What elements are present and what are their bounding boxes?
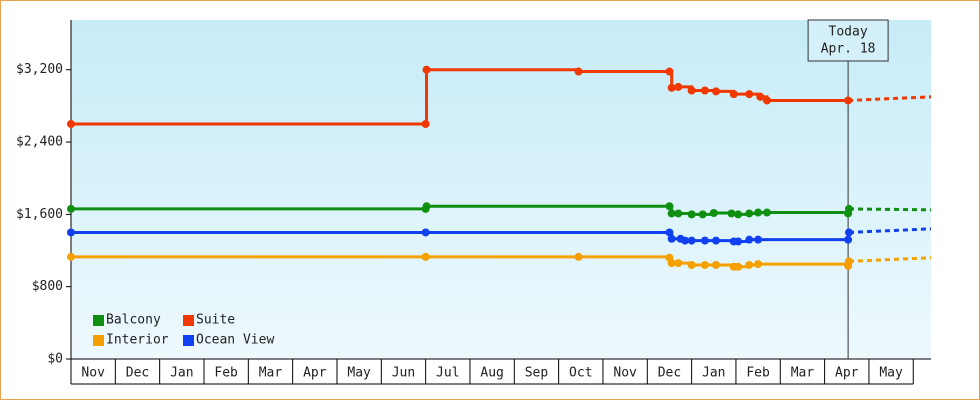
price-point [421, 252, 430, 261]
x-tick-label: Apr [835, 366, 859, 381]
price-point [667, 83, 676, 92]
price-point [67, 252, 75, 261]
plot-area [71, 20, 931, 359]
legend-label: Balcony [106, 313, 161, 328]
price-point [754, 235, 763, 244]
projection-line [848, 256, 932, 263]
y-tick-label: $2,400 [16, 135, 63, 150]
legend-label: Ocean View [196, 333, 274, 348]
x-tick-label: Nov [613, 366, 637, 381]
price-point [67, 228, 75, 237]
x-tick-label: Feb [214, 366, 238, 381]
x-tick-label: Jan [170, 366, 193, 381]
y-tick-label: $0 [47, 352, 63, 367]
x-tick-label: Feb [746, 366, 770, 381]
x-tick-label: Mar [791, 366, 815, 381]
legend-label: Suite [196, 313, 235, 328]
price-point [665, 228, 674, 237]
price-point [422, 202, 431, 211]
price-point [754, 260, 763, 269]
legend-swatch [183, 335, 194, 346]
price-point [756, 92, 765, 101]
price-point [712, 87, 720, 96]
x-tick-label: Jun [392, 366, 415, 381]
price-point [844, 204, 853, 213]
x-tick-label: Sep [525, 366, 549, 381]
price-point [712, 236, 720, 245]
price-point [745, 235, 754, 244]
price-point [844, 228, 853, 237]
price-point [727, 209, 736, 218]
price-point [667, 209, 676, 218]
x-tick-label: May [879, 366, 903, 381]
price-point [574, 67, 583, 76]
price-point [709, 209, 718, 218]
price-point [844, 96, 853, 105]
legend-swatch [93, 315, 104, 326]
legend-swatch [93, 335, 104, 346]
today-label: Today [829, 25, 868, 40]
price-point [67, 119, 75, 128]
y-tick-label: $800 [32, 279, 63, 294]
x-tick-label: Dec [126, 366, 149, 381]
projection-line [848, 207, 932, 212]
price-point [421, 228, 430, 237]
y-tick-label: $3,200 [16, 62, 63, 77]
x-tick-label: Mar [259, 366, 283, 381]
price-point [745, 260, 754, 269]
price-point [762, 96, 771, 105]
x-tick-label: Aug [480, 366, 503, 381]
price-point [665, 202, 674, 211]
price-point [729, 90, 738, 99]
price-point [687, 210, 696, 219]
price-point [700, 236, 709, 245]
price-point [667, 234, 676, 243]
price-point [734, 237, 743, 246]
price-point [687, 236, 696, 245]
price-point [665, 67, 674, 76]
price-point [422, 65, 431, 74]
legend-label: Interior [106, 333, 169, 348]
price-point [754, 208, 763, 217]
price-point [712, 260, 720, 269]
today-label: Apr. 18 [821, 42, 876, 57]
x-tick-label: Apr [303, 366, 327, 381]
price-point [574, 252, 583, 261]
price-point [844, 257, 853, 266]
today-box [807, 19, 889, 62]
x-tick-label: May [347, 366, 371, 381]
y-tick-label: $1,600 [16, 207, 63, 222]
price-point [667, 259, 676, 268]
price-point [745, 209, 754, 218]
price-point [674, 259, 683, 268]
x-tick-label: Nov [81, 366, 105, 381]
price-point [421, 119, 430, 128]
legend-swatch [183, 315, 194, 326]
x-tick-label: Oct [569, 366, 592, 381]
price-point [680, 236, 689, 245]
x-tick-label: Dec [658, 366, 681, 381]
price-point [687, 86, 696, 95]
x-tick-label: Jan [702, 366, 725, 381]
price-point [674, 82, 683, 91]
price-point [674, 209, 683, 218]
price-point [700, 260, 709, 269]
price-point [844, 235, 853, 244]
price-point [687, 260, 696, 269]
x-tick-label: Jul [436, 366, 459, 381]
projection-line [848, 227, 932, 234]
price-point [700, 86, 709, 95]
price-point [67, 204, 75, 213]
price-point [762, 208, 771, 217]
price-point [698, 210, 707, 219]
projection-line [848, 95, 932, 102]
price-point [734, 210, 743, 219]
price-point [734, 262, 743, 271]
price-point [745, 90, 754, 99]
